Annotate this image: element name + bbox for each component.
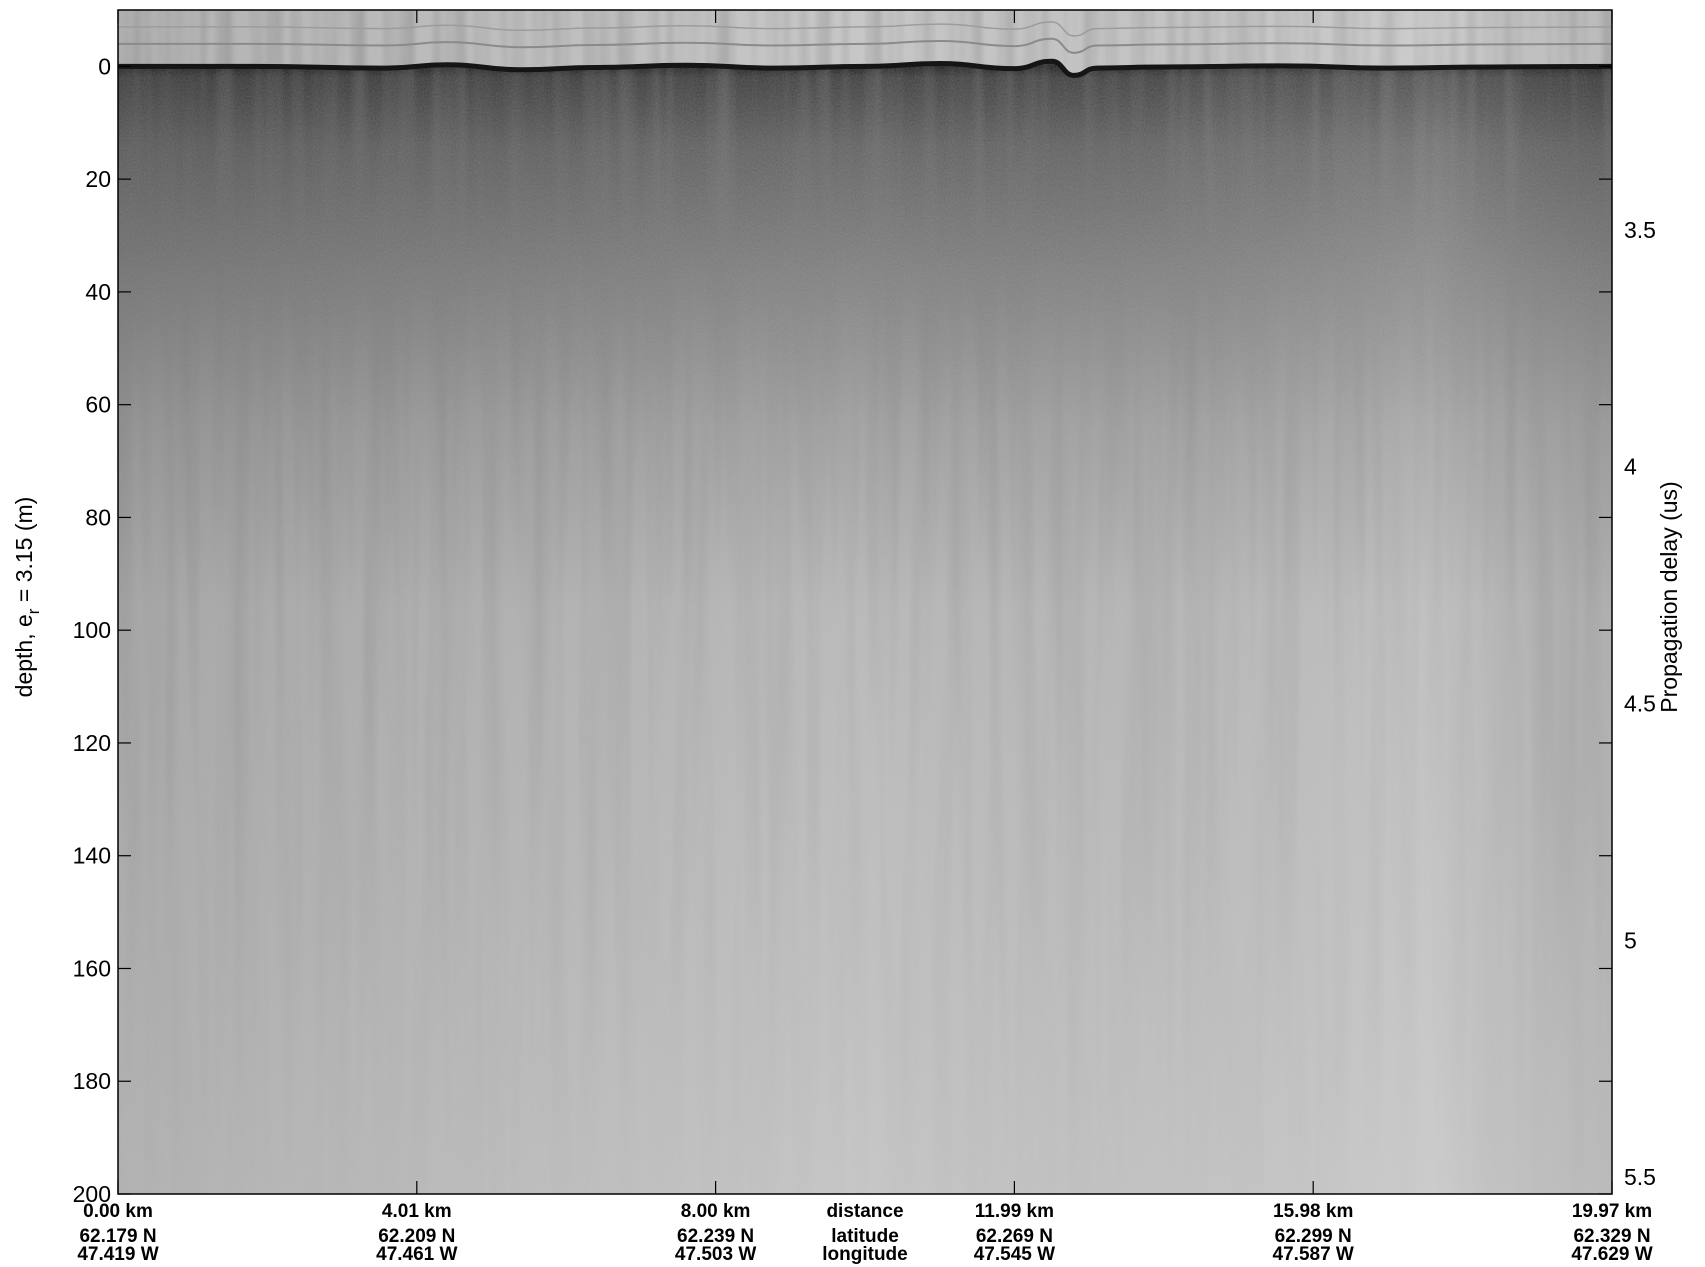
left-tick-label: 180 — [73, 1068, 111, 1094]
latitude-tick-label: 62.269 N — [976, 1226, 1053, 1247]
distance-tick-label: 4.01 km — [382, 1201, 452, 1222]
latitude-tick-label: 62.299 N — [1275, 1226, 1352, 1247]
left-tick-label: 60 — [85, 392, 111, 418]
latitude-tick-label: 62.209 N — [378, 1226, 455, 1247]
right-axis-ticks: 3.5 4 4.5 5 5.5 — [1624, 217, 1656, 1190]
latitude-row-title: latitude — [831, 1226, 899, 1247]
surface-reflection-line — [118, 58, 1612, 78]
latitude-tick-label: 62.329 N — [1573, 1226, 1650, 1247]
left-tick-label: 200 — [73, 1181, 111, 1207]
surface-multiple-line-upper — [118, 21, 1612, 37]
left-tick-label: 0 — [98, 53, 111, 79]
distance-tick-label: 15.98 km — [1273, 1201, 1353, 1222]
longitude-tick-label: 47.461 W — [376, 1244, 457, 1265]
right-tick-label: 5.5 — [1624, 1164, 1656, 1190]
lateral-shading — [118, 10, 1612, 1194]
distance-tick-label: 0.00 km — [83, 1201, 153, 1222]
left-axis-title: depth, er = 3.15 (m) — [11, 497, 43, 698]
left-tick-label: 80 — [85, 504, 111, 530]
longitude-tick-label: 47.503 W — [675, 1244, 756, 1265]
longitude-tick-label: 47.545 W — [974, 1244, 1055, 1265]
left-tick-label: 140 — [73, 843, 111, 869]
distance-row-title: distance — [826, 1201, 903, 1222]
left-tick-label: 100 — [73, 617, 111, 643]
right-tick-label: 5 — [1624, 927, 1637, 953]
echogram-plot-area — [118, 10, 1612, 1194]
left-tick-label: 120 — [73, 730, 111, 756]
longitude-tick-label: 47.419 W — [77, 1244, 158, 1265]
right-tick-label: 4 — [1624, 454, 1637, 480]
distance-tick-label: 19.97 km — [1572, 1201, 1652, 1222]
distance-tick-label: 8.00 km — [681, 1201, 751, 1222]
left-tick-label: 160 — [73, 955, 111, 981]
distance-tick-label: 11.99 km — [975, 1201, 1054, 1222]
longitude-tick-label: 47.629 W — [1571, 1244, 1652, 1265]
plot-frame — [117, 9, 1613, 1195]
longitude-row-title: longitude — [822, 1244, 907, 1265]
longitude-tick-label: 47.587 W — [1273, 1244, 1354, 1265]
right-tick-label: 3.5 — [1624, 217, 1656, 243]
right-axis-title: Propagation delay (us) — [1656, 481, 1682, 712]
latitude-tick-label: 62.239 N — [677, 1226, 754, 1247]
surface-multiple-line — [118, 37, 1612, 54]
right-tick-label: 4.5 — [1624, 690, 1656, 716]
latitude-tick-label: 62.179 N — [79, 1226, 156, 1247]
left-tick-label: 20 — [85, 166, 111, 192]
left-tick-label: 40 — [85, 279, 111, 305]
left-axis-ticks: 0 20 40 60 80 100 120 140 160 180 200 — [73, 53, 1612, 1207]
